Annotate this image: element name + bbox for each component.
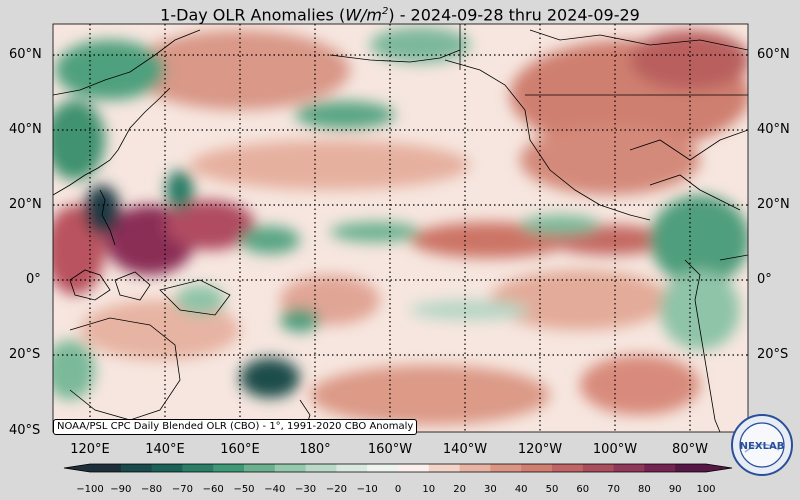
colorbar-tick-label: −60	[202, 484, 224, 495]
colorbar-swatch	[274, 464, 307, 472]
lon-label: 160°W	[367, 442, 413, 457]
colorbar-swatch	[398, 464, 430, 472]
lon-label: 80°W	[672, 442, 708, 457]
colorbar-tick-label: 20	[453, 484, 466, 495]
colorbar-swatch	[90, 464, 122, 472]
colorbar-swatch	[367, 464, 399, 472]
colorbar-tick-label: −80	[141, 484, 163, 495]
title-unit-exponent: 2	[381, 6, 389, 17]
colorbar-extend-high	[706, 464, 732, 472]
colorbar-tick-label: −30	[295, 484, 317, 495]
colorbar-swatch	[644, 464, 676, 472]
nexlab-logo[interactable]: NEXLAB	[731, 414, 793, 476]
lon-label: 120°E	[70, 442, 110, 457]
colorbar-tick-label: 30	[484, 484, 497, 495]
colorbar-tick-label: 60	[576, 484, 590, 495]
colorbar-swatch	[490, 464, 522, 472]
lat-label-right: 20°N	[757, 197, 790, 212]
colorbar-swatch	[120, 464, 153, 472]
lon-label: 100°W	[592, 442, 638, 457]
title-prefix: 1-Day OLR Anomalies (	[160, 5, 346, 25]
colorbar-tick-label: −50	[233, 484, 255, 495]
lon-label: 140°E	[145, 442, 185, 457]
lat-label-left: 0°	[26, 272, 41, 287]
lon-label: 140°W	[442, 442, 488, 457]
colorbar-swatch	[305, 464, 337, 472]
colorbar-swatch	[613, 464, 645, 472]
colorbar	[63, 463, 733, 473]
colorbar-swatch	[675, 464, 707, 472]
lat-label-left: 40°N	[9, 122, 42, 137]
lat-label-left: 40°S	[9, 423, 41, 438]
colorbar-tick-label: −40	[264, 484, 286, 495]
colorbar-tick-label: 50	[545, 484, 559, 495]
colorbar-tick-label: 70	[607, 484, 620, 495]
colorbar-swatch	[428, 464, 461, 472]
lat-label-right: 20°S	[757, 347, 789, 362]
colorbar-tick-label: 90	[668, 484, 682, 495]
anomaly-field	[53, 24, 748, 432]
title-suffix: ) - 2024-09-28 thru 2024-09-29	[388, 5, 640, 25]
colorbar-swatch	[182, 464, 214, 472]
colorbar-swatch	[151, 464, 183, 472]
lat-label-left: 60°N	[9, 47, 42, 62]
colorbar-tick-label: 40	[514, 484, 528, 495]
colorbar-tick-label: 80	[638, 484, 651, 495]
colorbar-swatch	[459, 464, 491, 472]
colorbar-swatch	[582, 464, 615, 472]
colorbar-swatch	[336, 464, 368, 472]
colorbar-extend-low	[64, 464, 90, 472]
map-title: 1-Day OLR Anomalies (W/m2) - 2024-09-28 …	[0, 0, 800, 24]
colorbar-swatch	[244, 464, 276, 472]
lat-label-right: 60°N	[757, 47, 790, 62]
graticule	[53, 24, 748, 432]
colorbar-tick-label: 100	[696, 484, 716, 495]
lat-label-left: 20°S	[9, 347, 41, 362]
colorbar-tick-label: −70	[171, 484, 193, 495]
lat-label-right: 40°N	[757, 122, 790, 137]
data-source-caption: NOAA/PSL CPC Daily Blended OLR (CBO) - 1…	[53, 419, 418, 435]
colorbar-tick-label: 0	[394, 484, 402, 495]
colorbar-tick-label: −20	[325, 484, 347, 495]
lat-label-left: 20°N	[9, 197, 42, 212]
lon-label: 160°E	[220, 442, 260, 457]
logo-text: NEXLAB	[740, 441, 785, 452]
colorbar-tick-label: −10	[356, 484, 378, 495]
colorbar-swatch	[521, 464, 553, 472]
colorbar-swatch	[213, 464, 245, 472]
colorbar-tick-label: −90	[110, 484, 132, 495]
lon-label: 120°W	[517, 442, 563, 457]
title-unit: W/m	[345, 5, 382, 25]
lat-label-right: 0°	[757, 272, 772, 287]
colorbar-tick-label: 10	[422, 484, 436, 495]
colorbar-swatch	[552, 464, 584, 472]
colorbar-tick-label: −100	[76, 484, 104, 495]
lon-label: 180°	[299, 442, 331, 457]
